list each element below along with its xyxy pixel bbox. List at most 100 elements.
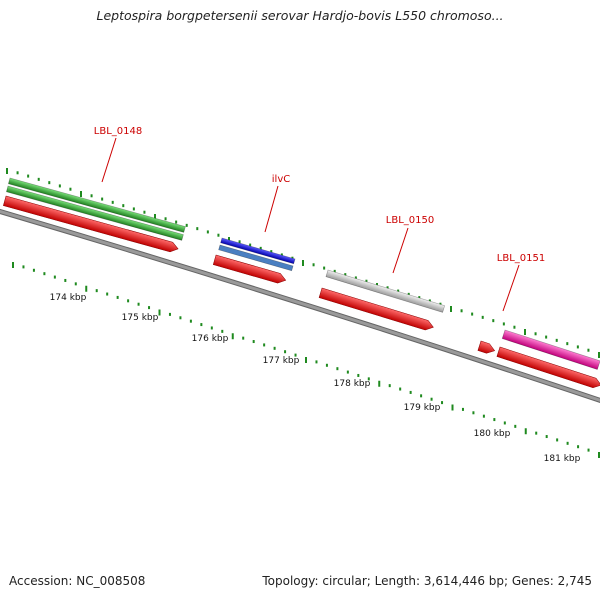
gene-lbl-0151-shape: [501, 329, 600, 370]
scale-tick: [12, 262, 14, 268]
scale-tick: [367, 377, 370, 381]
gene-label: LBL_0150: [386, 215, 434, 226]
gene-lbl-0150: [325, 269, 446, 313]
scale-tick: [53, 275, 56, 279]
scale-tick: [451, 404, 454, 411]
scale-tick: [158, 309, 161, 316]
scale-tick: [189, 319, 192, 323]
scale-tick: [85, 285, 88, 292]
axis-kbp-label: 175 kbp: [122, 313, 159, 323]
scale-tick: [441, 401, 444, 405]
outer-tick: [154, 214, 156, 220]
cds-lbl-0150-shape: [318, 287, 434, 331]
outer-tick: [598, 352, 600, 358]
scale-tick: [545, 435, 548, 439]
scale-tick: [22, 265, 25, 269]
gene-ilvc-shape: [220, 237, 296, 265]
outer-tick: [206, 230, 209, 234]
outer-tick: [471, 312, 474, 316]
scale-tick: [74, 282, 77, 286]
scale-tick: [273, 346, 276, 350]
outer-tick: [534, 332, 537, 336]
outer-tick: [6, 168, 8, 174]
scale-tick: [566, 441, 569, 445]
outer-tick: [545, 335, 548, 339]
scale-tick: [116, 295, 119, 299]
gene-lbl-0151: [501, 329, 600, 370]
scale-tick: [168, 312, 171, 316]
scale-tick: [357, 373, 360, 377]
cds-lbl-0151-shape: [496, 346, 600, 388]
outer-tick: [450, 306, 452, 312]
map-title: Leptospira borgpetersenii serovar Hardjo…: [96, 8, 504, 23]
outer-tick: [37, 177, 40, 181]
scale-tick: [32, 268, 35, 272]
outer-tick: [270, 250, 273, 254]
gene-label-leader: [101, 137, 117, 183]
scale-tick: [221, 329, 224, 333]
scale-tick: [535, 431, 538, 435]
scale-tick: [378, 380, 381, 387]
gene-label-leader: [502, 264, 520, 312]
backbone-line: [0, 209, 600, 402]
scale-tick: [210, 326, 213, 330]
scale-tick: [399, 387, 402, 391]
scale-tick: [493, 418, 496, 422]
scale-tick: [284, 350, 287, 354]
cds-fragment-shape: [477, 340, 496, 354]
gene-lbl-0148-inner-shape: [6, 185, 184, 241]
scale-tick: [430, 397, 433, 401]
scale-tick: [524, 428, 527, 435]
scale-tick: [252, 340, 255, 344]
scale-tick: [556, 438, 559, 442]
axis-kbp-label: 181 kbp: [544, 454, 581, 464]
cds-lbl-0148: [3, 195, 179, 253]
gene-ilvc-inner-shape: [218, 244, 294, 272]
outer-tick: [481, 315, 484, 319]
scale-tick: [472, 411, 475, 415]
outer-tick: [354, 276, 357, 280]
axis-kbp-label: 180 kbp: [474, 429, 511, 439]
cds-ilvc: [212, 254, 287, 284]
outer-tick: [407, 292, 410, 296]
outer-tick: [280, 253, 283, 257]
outer-tick: [344, 273, 347, 277]
outer-tick: [428, 299, 431, 303]
cds-lbl-0148-shape: [3, 195, 179, 253]
outer-tick: [80, 191, 82, 197]
outer-tick: [101, 197, 104, 201]
outer-tick: [566, 342, 569, 346]
scale-tick: [137, 302, 140, 306]
outer-tick: [460, 309, 463, 313]
axis-kbp-label: 179 kbp: [404, 403, 441, 413]
outer-tick: [333, 269, 336, 273]
outer-tick: [69, 187, 72, 191]
outer-tick: [259, 246, 262, 250]
scale-tick: [200, 323, 203, 327]
outer-tick: [111, 200, 114, 204]
outer-tick: [587, 348, 590, 352]
gene-label: LBL_0151: [497, 253, 545, 264]
outer-tick: [249, 243, 252, 247]
outer-tick: [502, 322, 505, 326]
scale-tick: [43, 272, 46, 276]
axis-kbp-label: 177 kbp: [263, 356, 300, 366]
scale-tick: [409, 390, 412, 394]
scale-tick: [305, 357, 307, 363]
scale-tick: [346, 370, 349, 374]
outer-tick: [217, 233, 220, 237]
scale-tick: [514, 424, 517, 428]
scale-tick: [242, 336, 245, 340]
outer-tick: [576, 345, 579, 349]
scale-tick: [503, 421, 506, 425]
scale-tick: [336, 367, 339, 371]
gene-lbl-0148-inner: [6, 185, 184, 241]
gene-label: LBL_0148: [94, 126, 142, 137]
scale-tick: [179, 316, 182, 320]
scale-tick: [231, 333, 234, 340]
cds-lbl-0151: [496, 346, 600, 388]
outer-tick: [555, 338, 558, 342]
outer-tick: [196, 227, 199, 231]
gene-label-leader: [392, 227, 409, 274]
